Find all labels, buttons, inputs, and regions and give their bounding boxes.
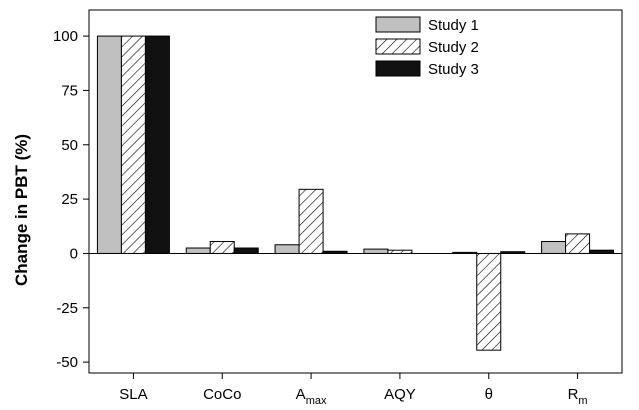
legend-label-study-1: Study 1: [428, 17, 479, 34]
legend-swatch-study-3: [375, 60, 421, 77]
bar-study-2-coco: [209, 240, 235, 254]
bar-study-3-sla: [144, 35, 170, 254]
x-tick-label: Rm: [568, 386, 588, 407]
y-tick-label: 50: [61, 137, 78, 154]
legend-swatch-study-2: [375, 38, 421, 55]
legend-label-study-3: Study 3: [428, 61, 479, 78]
bars-layer: [96, 35, 615, 351]
x-tick-label: SLA: [119, 386, 147, 403]
bar-study-1-sla: [96, 35, 122, 254]
y-tick-label: 0: [70, 245, 78, 262]
bar-study-1-amax: [274, 244, 300, 254]
y-tick-label: 25: [61, 191, 78, 208]
bar-study-1-rm: [541, 240, 567, 254]
legend-swatch-study-1: [375, 16, 421, 33]
y-tick-label: -25: [56, 300, 78, 317]
y-tick-label: 100: [53, 28, 78, 45]
x-tick-label: AQY: [384, 386, 416, 403]
y-tick-label: 75: [61, 82, 78, 99]
x-tick-label: θ: [485, 386, 493, 403]
bar-study-2-θ: [476, 252, 502, 351]
y-tick-label: -50: [56, 354, 78, 371]
bar-study-2-rm: [565, 233, 591, 254]
bar-study-3-coco: [233, 247, 259, 254]
axes-layer: -50 -25 0 25 50 75 100 SLA CoCo Amax AQY θ Rm: [53, 9, 623, 407]
bar-study-1-aqy: [363, 248, 389, 254]
x-tick-label: Amax: [296, 386, 327, 407]
legend: Study 1 Study 2 Study 3: [375, 16, 479, 78]
x-tick-label: CoCo: [203, 386, 241, 403]
plot-frame: [88, 9, 623, 374]
bar-study-2-sla: [120, 35, 146, 254]
bar-study-1-coco: [185, 247, 211, 254]
legend-label-study-2: Study 2: [428, 39, 479, 56]
y-axis-title: Change in PBT (%): [12, 134, 31, 286]
bar-study-2-amax: [298, 188, 324, 254]
